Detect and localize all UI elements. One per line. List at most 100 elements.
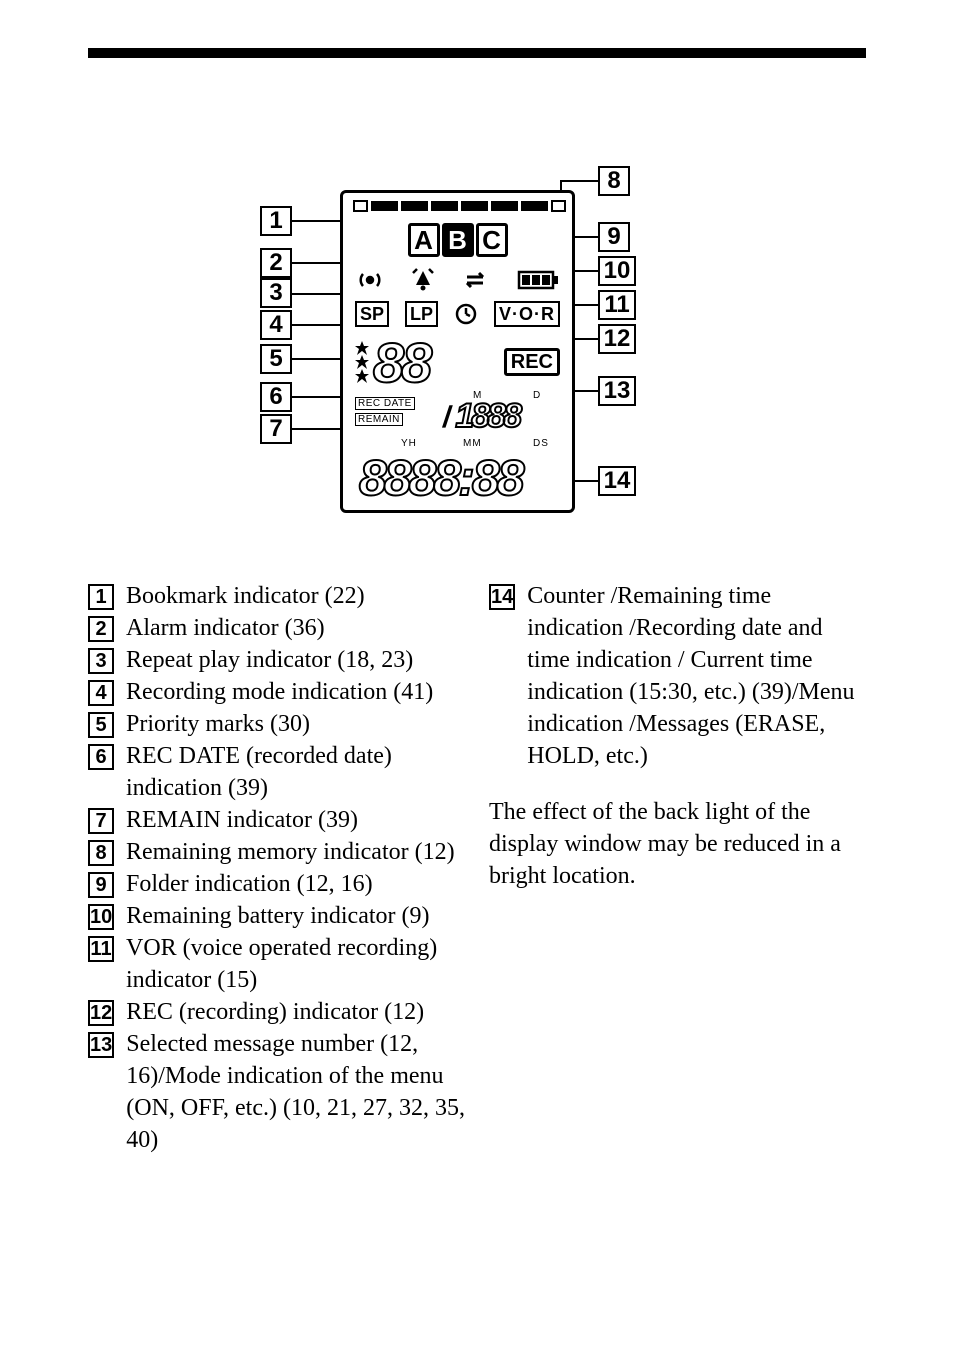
memory-segment xyxy=(431,201,458,211)
legend-num: 3 xyxy=(88,648,114,674)
legend-num: 9 xyxy=(88,872,114,898)
callout-12: 12 xyxy=(598,324,636,354)
folder-c: C xyxy=(476,223,508,257)
memory-segment xyxy=(521,201,548,211)
folder-b: B xyxy=(442,223,474,257)
callout-line xyxy=(560,180,598,182)
battery-icon xyxy=(516,269,560,291)
legend-text: Repeat play indicator (18, 23) xyxy=(126,644,465,676)
legend-num: 7 xyxy=(88,808,114,834)
star-icon xyxy=(355,355,369,369)
legend-num: 2 xyxy=(88,616,114,642)
lp-mode: LP xyxy=(405,301,438,327)
lcd-frame: A B C SP LP V·O·R xyxy=(340,190,575,513)
footnote: The effect of the back light of the disp… xyxy=(489,796,866,892)
legend-num: 11 xyxy=(88,936,114,962)
repeat-icon xyxy=(461,268,491,292)
legend-text: Folder indication (12, 16) xyxy=(126,868,465,900)
legend-item: 10Remaining battery indicator (9) xyxy=(88,900,465,932)
memory-bar xyxy=(353,200,562,212)
callout-8: 8 xyxy=(598,166,630,196)
memory-tick xyxy=(551,200,566,212)
legend-item: 12 REC (recording) indicator (12) xyxy=(88,996,465,1028)
legend-item: 1 Bookmark indicator (22) xyxy=(88,580,465,612)
callout-line xyxy=(572,390,598,392)
counter-digits: 8888:88 xyxy=(359,449,522,507)
folder-row: A B C xyxy=(355,221,560,259)
sp-mode: SP xyxy=(355,301,389,327)
day-label: D xyxy=(533,391,541,401)
vor-indicator: V·O·R xyxy=(494,301,560,327)
legend-item: 14 Counter /Remaining time indication /Re… xyxy=(489,580,866,772)
callout-13: 13 xyxy=(598,376,636,406)
sub-row: REC DATE REMAIN M D / 1888 xyxy=(355,393,560,433)
legend-text: Recording mode indication (41) xyxy=(126,676,465,708)
memory-segment xyxy=(461,201,488,211)
legend-text: VOR (voice operated recording) indicator… xyxy=(126,932,465,996)
legend-text: Bookmark indicator (22) xyxy=(126,580,465,612)
remain-label: REMAIN xyxy=(355,413,403,426)
legend-text: REMAIN indicator (39) xyxy=(126,804,465,836)
legend-text: Remaining memory indicator (12) xyxy=(126,836,465,868)
legend-item: 4 Recording mode indication (41) xyxy=(88,676,465,708)
legend-text: Alarm indicator (36) xyxy=(126,612,465,644)
legend-num: 8 xyxy=(88,840,114,866)
clock-icon xyxy=(454,302,478,326)
folder-a: A xyxy=(408,223,440,257)
legend-num: 4 xyxy=(88,680,114,706)
counter-row: YH MM DS 8888:88 xyxy=(355,441,560,503)
legend-text: Priority marks (30) xyxy=(126,708,465,740)
legend-item: 6 REC DATE (recorded date) indication (39… xyxy=(88,740,465,804)
yh-label: YH xyxy=(401,439,417,449)
mm-label: MM xyxy=(463,439,482,449)
legend-item: 8 Remaining memory indicator (12) xyxy=(88,836,465,868)
bookmark-icon xyxy=(355,268,385,292)
ds-label: DS xyxy=(533,439,549,449)
legend-text: REC DATE (recorded date) indication (39) xyxy=(126,740,465,804)
callout-line xyxy=(572,480,598,482)
memory-tick xyxy=(353,200,368,212)
callout-4: 4 xyxy=(260,310,292,340)
rec-indicator: REC xyxy=(504,348,560,376)
callout-line xyxy=(572,236,598,238)
legend-num: 6 xyxy=(88,744,114,770)
star-icon xyxy=(355,369,369,383)
callout-9: 9 xyxy=(598,222,630,252)
callout-1: 1 xyxy=(260,206,292,236)
legend-item: 13 Selected message number (12, 16)/Mode … xyxy=(88,1028,465,1156)
legend-num: 5 xyxy=(88,712,114,738)
callout-11: 11 xyxy=(598,290,636,320)
legend-col-right: 14 Counter /Remaining time indication /Re… xyxy=(489,580,866,1156)
legend-item: 2 Alarm indicator (36) xyxy=(88,612,465,644)
callout-5: 5 xyxy=(260,344,292,374)
callout-14: 14 xyxy=(598,466,636,496)
mode-row: SP LP V·O·R xyxy=(355,299,560,329)
legend-num: 12 xyxy=(88,1000,114,1026)
legend-item: 3 Repeat play indicator (18, 23) xyxy=(88,644,465,676)
legend-item: 5 Priority marks (30) xyxy=(88,708,465,740)
priority-marks xyxy=(355,341,369,383)
memory-segment xyxy=(371,201,398,211)
legend-col-left: 1 Bookmark indicator (22) 2 Alarm indicato… xyxy=(88,580,465,1156)
main-row: 88 REC xyxy=(355,333,560,391)
callout-line xyxy=(572,304,598,306)
memory-segment xyxy=(491,201,518,211)
lcd-diagram: 1 2 3 4 5 6 7 8 9 10 11 12 13 14 xyxy=(260,160,660,530)
header-rule xyxy=(88,48,866,58)
legend-item: 11 VOR (voice operated recording) indicat… xyxy=(88,932,465,996)
callout-line xyxy=(572,270,598,272)
legend-text: Selected message number (12, 16)/Mode in… xyxy=(126,1028,465,1156)
callout-2: 2 xyxy=(260,248,292,278)
legend-text: Counter /Remaining time indication /Reco… xyxy=(527,580,866,772)
indicator-icons-row xyxy=(355,265,560,295)
legend-num: 14 xyxy=(489,584,515,610)
legend-item: 9 Folder indication (12, 16) xyxy=(88,868,465,900)
callout-6: 6 xyxy=(260,382,292,412)
legend-num: 13 xyxy=(88,1032,114,1058)
legend-text: Remaining battery indicator (9) xyxy=(126,900,465,932)
legend-num: 1 xyxy=(88,584,114,610)
legend-text: REC (recording) indicator (12) xyxy=(126,996,465,1028)
legend-columns: 1 Bookmark indicator (22) 2 Alarm indicato… xyxy=(88,580,866,1156)
alarm-icon xyxy=(410,268,436,292)
star-icon xyxy=(355,341,369,355)
